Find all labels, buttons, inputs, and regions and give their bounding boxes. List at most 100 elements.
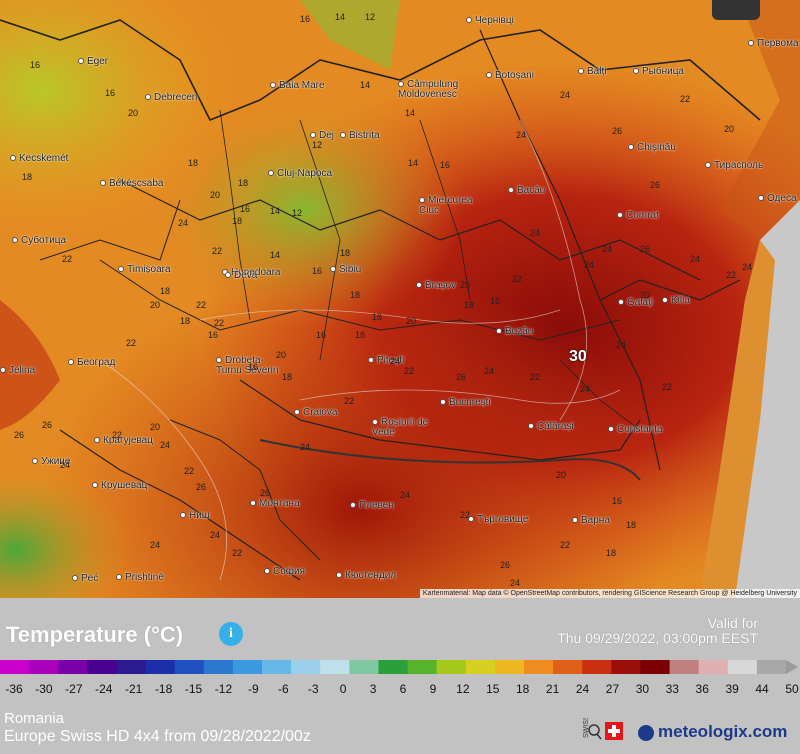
isoline-value: 18: [180, 316, 191, 326]
scale-tick-label: 21: [545, 682, 560, 696]
isoline-value: 24: [516, 130, 527, 140]
scale-swatch: [58, 660, 88, 674]
isoline-value: 26: [456, 372, 467, 382]
legend-title: Temperature (°C): [6, 622, 184, 647]
isoline-value: 24: [484, 366, 495, 376]
city-label: Peć: [72, 573, 98, 584]
scale-swatch: [291, 660, 321, 674]
scale-swatch: [407, 660, 438, 674]
scale-swatch: [378, 660, 409, 674]
city-label: Bistrița: [340, 130, 380, 141]
isoline-value: 24: [390, 356, 401, 366]
isoline-value: 22: [184, 466, 195, 476]
scale-swatch: [465, 660, 496, 674]
scale-swatch: [87, 660, 117, 674]
city-label: Debrecen: [145, 92, 197, 103]
scale-tick-label: -27: [65, 682, 83, 696]
scale-swatch: [320, 660, 350, 674]
city-label: Рыбница: [633, 66, 684, 77]
map-attribution[interactable]: Kartenmaterial: Map data © OpenStreetMap…: [419, 589, 800, 598]
isoline-value: 24: [510, 578, 521, 588]
temperature-map[interactable]: Eger Debrecen Kecskemét Békéscsaba Cубoтица T…: [0, 0, 800, 598]
isoline-value: 24: [580, 384, 591, 394]
isoline-value: 22: [460, 510, 471, 520]
scale-tick-label: 9: [429, 682, 437, 696]
valid-for-label: Valid for: [707, 615, 758, 631]
isoline-value: 18: [464, 300, 475, 310]
isoline-value: 18: [160, 286, 171, 296]
city-label: Търговище: [468, 514, 528, 525]
isoline-value: 24: [602, 244, 613, 254]
isoline-value: 16: [208, 330, 219, 340]
scale-swatch: [524, 660, 554, 674]
isoline-value: 18: [22, 172, 33, 182]
isoline-value: 24: [560, 90, 571, 100]
scale-swatch: [582, 660, 612, 674]
city-label: Варна: [572, 515, 610, 526]
scale-swatch: [0, 660, 30, 674]
isoline-value: 18: [355, 330, 366, 340]
meteologix-logo-icon: [638, 725, 654, 741]
legend-panel: Temperature (°C) i Valid for Thu 09/29/2…: [0, 598, 800, 754]
scale-tick-label: 39: [725, 682, 739, 696]
isoline-value: 24: [60, 460, 71, 470]
scale-swatch: [174, 660, 205, 674]
city-label: București: [440, 397, 491, 408]
isoline-value: 12: [292, 208, 303, 218]
scale-swatch: [640, 660, 671, 674]
info-icon[interactable]: i: [219, 622, 243, 646]
scale-tick-label: 27: [605, 682, 620, 696]
city-label: Cluj-Napoca: [268, 168, 332, 179]
city-label: Buzău: [496, 326, 533, 337]
city-label: Botoșani: [486, 70, 534, 81]
scale-swatch: [553, 660, 583, 674]
scale-swatch: [203, 660, 234, 674]
scale-swatch: [232, 660, 263, 674]
isoline-value: 20: [150, 300, 161, 310]
isoline-value: 14: [360, 80, 371, 90]
scale-tick-label: 50: [785, 682, 799, 696]
isoline-value: 18: [238, 178, 249, 188]
city-label: Eger: [78, 56, 108, 67]
isoline-value: 22: [112, 430, 123, 440]
city-label: Кюстендил: [336, 570, 396, 581]
city-label: Comrat: [617, 210, 659, 221]
isoline-value: 14: [335, 12, 346, 22]
scale-swatch: [436, 660, 467, 674]
isoline-value: 16: [490, 296, 501, 306]
city-label: Kecskemét: [10, 153, 68, 164]
corner-menu-button[interactable]: [712, 0, 760, 20]
isoline-value: 18: [282, 372, 293, 382]
region-label: Romania: [4, 710, 65, 727]
isoline-value: 26: [196, 482, 207, 492]
city-label: Београд: [68, 357, 115, 368]
city-label: Крушевац: [92, 480, 147, 491]
isoline-value: 20: [210, 190, 221, 200]
city-label: Монтана: [250, 498, 300, 509]
scale-tick-label: 0: [339, 682, 347, 696]
city-label: Galați: [618, 297, 653, 308]
brand-name[interactable]: meteologix.com: [658, 722, 788, 741]
isoline-value: 18: [606, 548, 617, 558]
isoline-value: 22: [232, 548, 243, 558]
isoline-value: 20: [276, 350, 287, 360]
scale-swatch: [29, 660, 59, 674]
isoline-value: 18: [188, 158, 199, 168]
scale-tick-label: -36: [5, 682, 23, 696]
isoline-value: 20: [460, 280, 471, 290]
isoline-value: 20: [406, 316, 417, 326]
scale-swatch: [611, 660, 641, 674]
city-label: Kilia: [662, 295, 690, 306]
scale-swatch: [669, 660, 700, 674]
scale-swatch: [262, 660, 292, 674]
isoline-value: 24: [742, 262, 753, 272]
scale-swatch: [727, 660, 758, 674]
scale-tick-label: -15: [184, 682, 203, 696]
isoline-value: 24: [178, 218, 189, 228]
city-label: Ужице: [32, 456, 70, 467]
isoline-value: 16: [612, 496, 623, 506]
city-label: София: [264, 566, 305, 577]
scale-tick-label: 6: [399, 682, 407, 696]
scale-tick-label: 3: [369, 682, 377, 696]
city-label: Miercurea Ciuc: [419, 196, 489, 216]
